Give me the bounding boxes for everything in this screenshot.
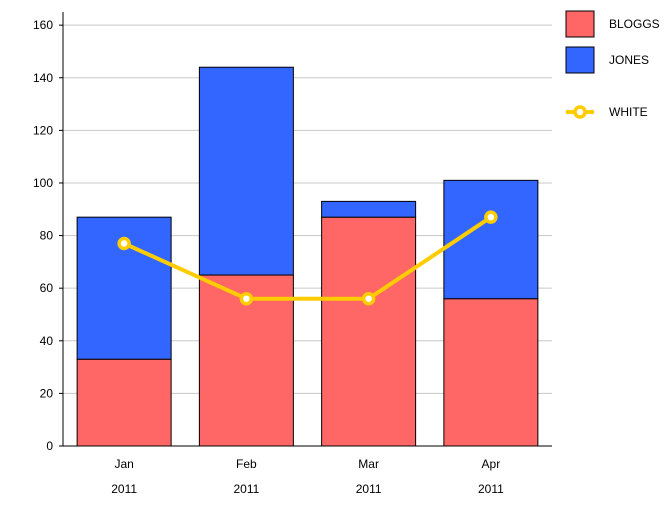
y-tick-label: 0 <box>46 439 53 453</box>
legend-label-jones: JONES <box>609 53 649 67</box>
bar-bloggs[interactable] <box>443 298 539 447</box>
x-tick-label-year: 2011 <box>478 482 504 496</box>
point-white[interactable] <box>361 291 376 306</box>
y-tick-label: 120 <box>33 123 53 137</box>
y-tick-label: 40 <box>40 334 54 348</box>
legend-swatch-bloggs <box>565 10 595 38</box>
y-tick-label: 60 <box>40 281 54 295</box>
x-tick-label-month: Jan <box>114 457 133 471</box>
x-tick-label-month: Apr <box>482 457 501 471</box>
x-tick-label-month: Mar <box>358 457 379 471</box>
x-tick-label-year: 2011 <box>111 482 137 496</box>
legend-label-bloggs: BLOGGS <box>609 17 660 31</box>
x-tick-label-month: Feb <box>236 457 257 471</box>
point-white[interactable] <box>239 291 254 306</box>
point-white[interactable] <box>117 236 131 251</box>
bars <box>76 66 539 447</box>
y-tick-label: 20 <box>40 386 54 400</box>
y-tick-label: 160 <box>33 18 53 32</box>
legend-swatch-jones <box>565 46 595 74</box>
line-white <box>123 215 492 301</box>
x-tick-label-year: 2011 <box>356 482 382 496</box>
line-series <box>117 210 498 306</box>
bar-bloggs[interactable] <box>321 216 417 447</box>
legend-swatch-point-white <box>573 105 587 119</box>
x-tick-label-year: 2011 <box>233 482 259 496</box>
bar-jones[interactable] <box>198 66 294 276</box>
axes <box>62 12 552 447</box>
legend-label-white: WHITE <box>609 105 648 119</box>
y-tick-label: 140 <box>33 71 53 85</box>
y-tick-label: 100 <box>33 176 53 190</box>
legend: BLOGGS JONES WHITE <box>565 10 660 119</box>
point-white[interactable] <box>484 210 498 224</box>
bar-jones[interactable] <box>321 200 417 218</box>
bar-bloggs[interactable] <box>76 358 172 447</box>
y-axis-tick-labels: 0 20 40 60 80 100 120 140 160 <box>33 18 53 453</box>
y-tick-label: 80 <box>40 229 54 243</box>
x-axis-tick-labels: Jan 2011 Feb 2011 Mar 2011 Apr 2011 <box>111 457 504 496</box>
